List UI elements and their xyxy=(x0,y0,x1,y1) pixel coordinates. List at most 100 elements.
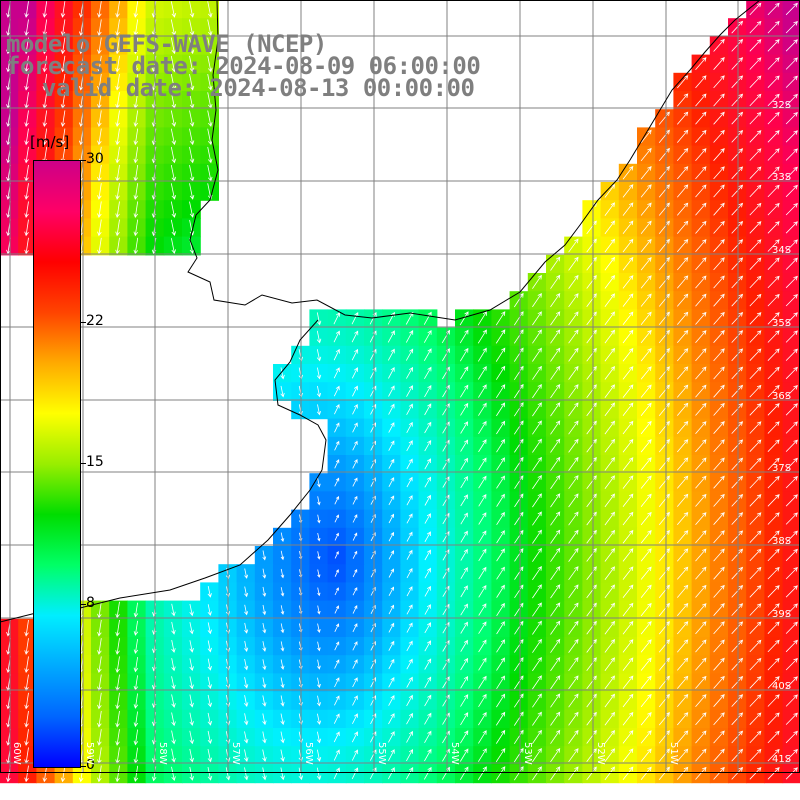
wind-cell xyxy=(491,473,511,492)
wind-cell xyxy=(637,618,656,638)
wind-arrow xyxy=(785,384,798,398)
wind-cell xyxy=(509,637,529,656)
wind-cell xyxy=(491,655,511,674)
wind-cell xyxy=(600,400,620,420)
wind-cell xyxy=(637,182,656,201)
wind-cell xyxy=(546,473,565,492)
wind-arrow xyxy=(749,694,762,707)
wind-cell xyxy=(509,418,529,438)
wind-cell xyxy=(327,345,347,365)
wind-arrow xyxy=(767,566,780,580)
wind-arrow xyxy=(133,201,139,219)
wind-arrow xyxy=(658,675,670,689)
wind-arrow xyxy=(478,675,487,689)
wind-arrow xyxy=(695,366,707,380)
wind-arrow xyxy=(767,475,780,489)
longitude-label: 55W xyxy=(376,742,387,765)
wind-arrow xyxy=(586,657,597,671)
wind-arrow xyxy=(658,657,670,671)
wind-cell xyxy=(473,546,492,565)
wind-arrow xyxy=(550,274,561,289)
wind-arrow xyxy=(785,93,798,107)
wind-cell xyxy=(436,345,456,365)
wind-cell xyxy=(764,618,784,638)
wind-cell xyxy=(728,455,747,474)
wind-arrow xyxy=(133,729,139,746)
wind-arrow xyxy=(550,566,561,581)
wind-arrow xyxy=(767,293,780,307)
wind-cell xyxy=(473,509,492,529)
wind-arrow xyxy=(658,202,670,216)
wind-arrow xyxy=(713,220,725,234)
wind-cell xyxy=(673,182,693,201)
wind-arrow xyxy=(388,640,395,651)
wind-cell xyxy=(546,455,565,474)
wind-arrow xyxy=(513,711,524,726)
wind-arrow xyxy=(604,511,616,526)
wind-arrow xyxy=(388,694,395,706)
wind-cell xyxy=(527,600,547,620)
wind-arrow xyxy=(568,748,579,763)
wind-cell xyxy=(728,18,747,37)
wind-arrow xyxy=(604,675,616,690)
wind-cell xyxy=(527,400,547,420)
wind-cell xyxy=(564,491,583,511)
wind-arrow xyxy=(244,659,249,671)
wind-cell xyxy=(364,582,383,602)
wind-cell xyxy=(436,655,456,674)
wind-arrow xyxy=(478,603,487,616)
wind-cell xyxy=(582,418,602,438)
wind-cell xyxy=(709,564,729,583)
wind-cell xyxy=(436,582,456,602)
wind-arrow xyxy=(133,19,139,37)
wind-cell xyxy=(436,400,456,420)
wind-arrow xyxy=(586,275,597,289)
wind-arrow xyxy=(713,584,725,598)
wind-arrow xyxy=(133,146,139,164)
wind-arrow xyxy=(749,312,762,325)
wind-arrow xyxy=(334,659,340,669)
wind-arrow xyxy=(568,693,579,708)
wind-arrow xyxy=(695,293,707,307)
wind-arrow xyxy=(370,495,376,505)
wind-cell xyxy=(436,473,456,492)
wind-cell xyxy=(546,673,565,693)
wind-cell xyxy=(345,600,365,620)
wind-arrow xyxy=(695,220,707,234)
wind-cell xyxy=(327,400,347,420)
wind-cell xyxy=(582,273,602,292)
wind-cell xyxy=(582,382,602,401)
wind-arrow xyxy=(749,439,762,452)
wind-cell xyxy=(564,418,583,438)
wind-cell xyxy=(382,728,401,747)
wind-cell xyxy=(600,527,620,547)
wind-cell xyxy=(673,236,693,256)
wind-cell xyxy=(364,436,383,456)
wind-cell xyxy=(327,600,347,620)
wind-cell xyxy=(691,527,711,547)
wind-arrow xyxy=(658,366,670,380)
wind-cell xyxy=(637,236,656,256)
wind-arrow xyxy=(460,621,468,634)
wind-arrow xyxy=(513,747,524,763)
wind-cell xyxy=(637,254,656,274)
wind-cell xyxy=(546,509,565,529)
wind-cell xyxy=(655,382,674,401)
wind-cell xyxy=(746,618,765,638)
wind-cell xyxy=(600,673,620,693)
wind-arrow xyxy=(532,293,542,308)
wind-arrow xyxy=(568,529,579,544)
wind-cell xyxy=(728,182,747,201)
wind-arrow xyxy=(280,550,285,561)
wind-cell xyxy=(691,145,711,165)
wind-arrow xyxy=(171,658,176,672)
wind-arrow xyxy=(189,110,195,127)
wind-arrow xyxy=(24,765,29,783)
wind-arrow xyxy=(406,421,413,433)
wind-arrow xyxy=(352,459,358,469)
wind-cell xyxy=(691,673,711,693)
wind-arrow xyxy=(586,693,597,708)
wind-cell xyxy=(582,582,602,602)
wind-arrow xyxy=(459,347,469,362)
wind-arrow xyxy=(713,639,725,653)
